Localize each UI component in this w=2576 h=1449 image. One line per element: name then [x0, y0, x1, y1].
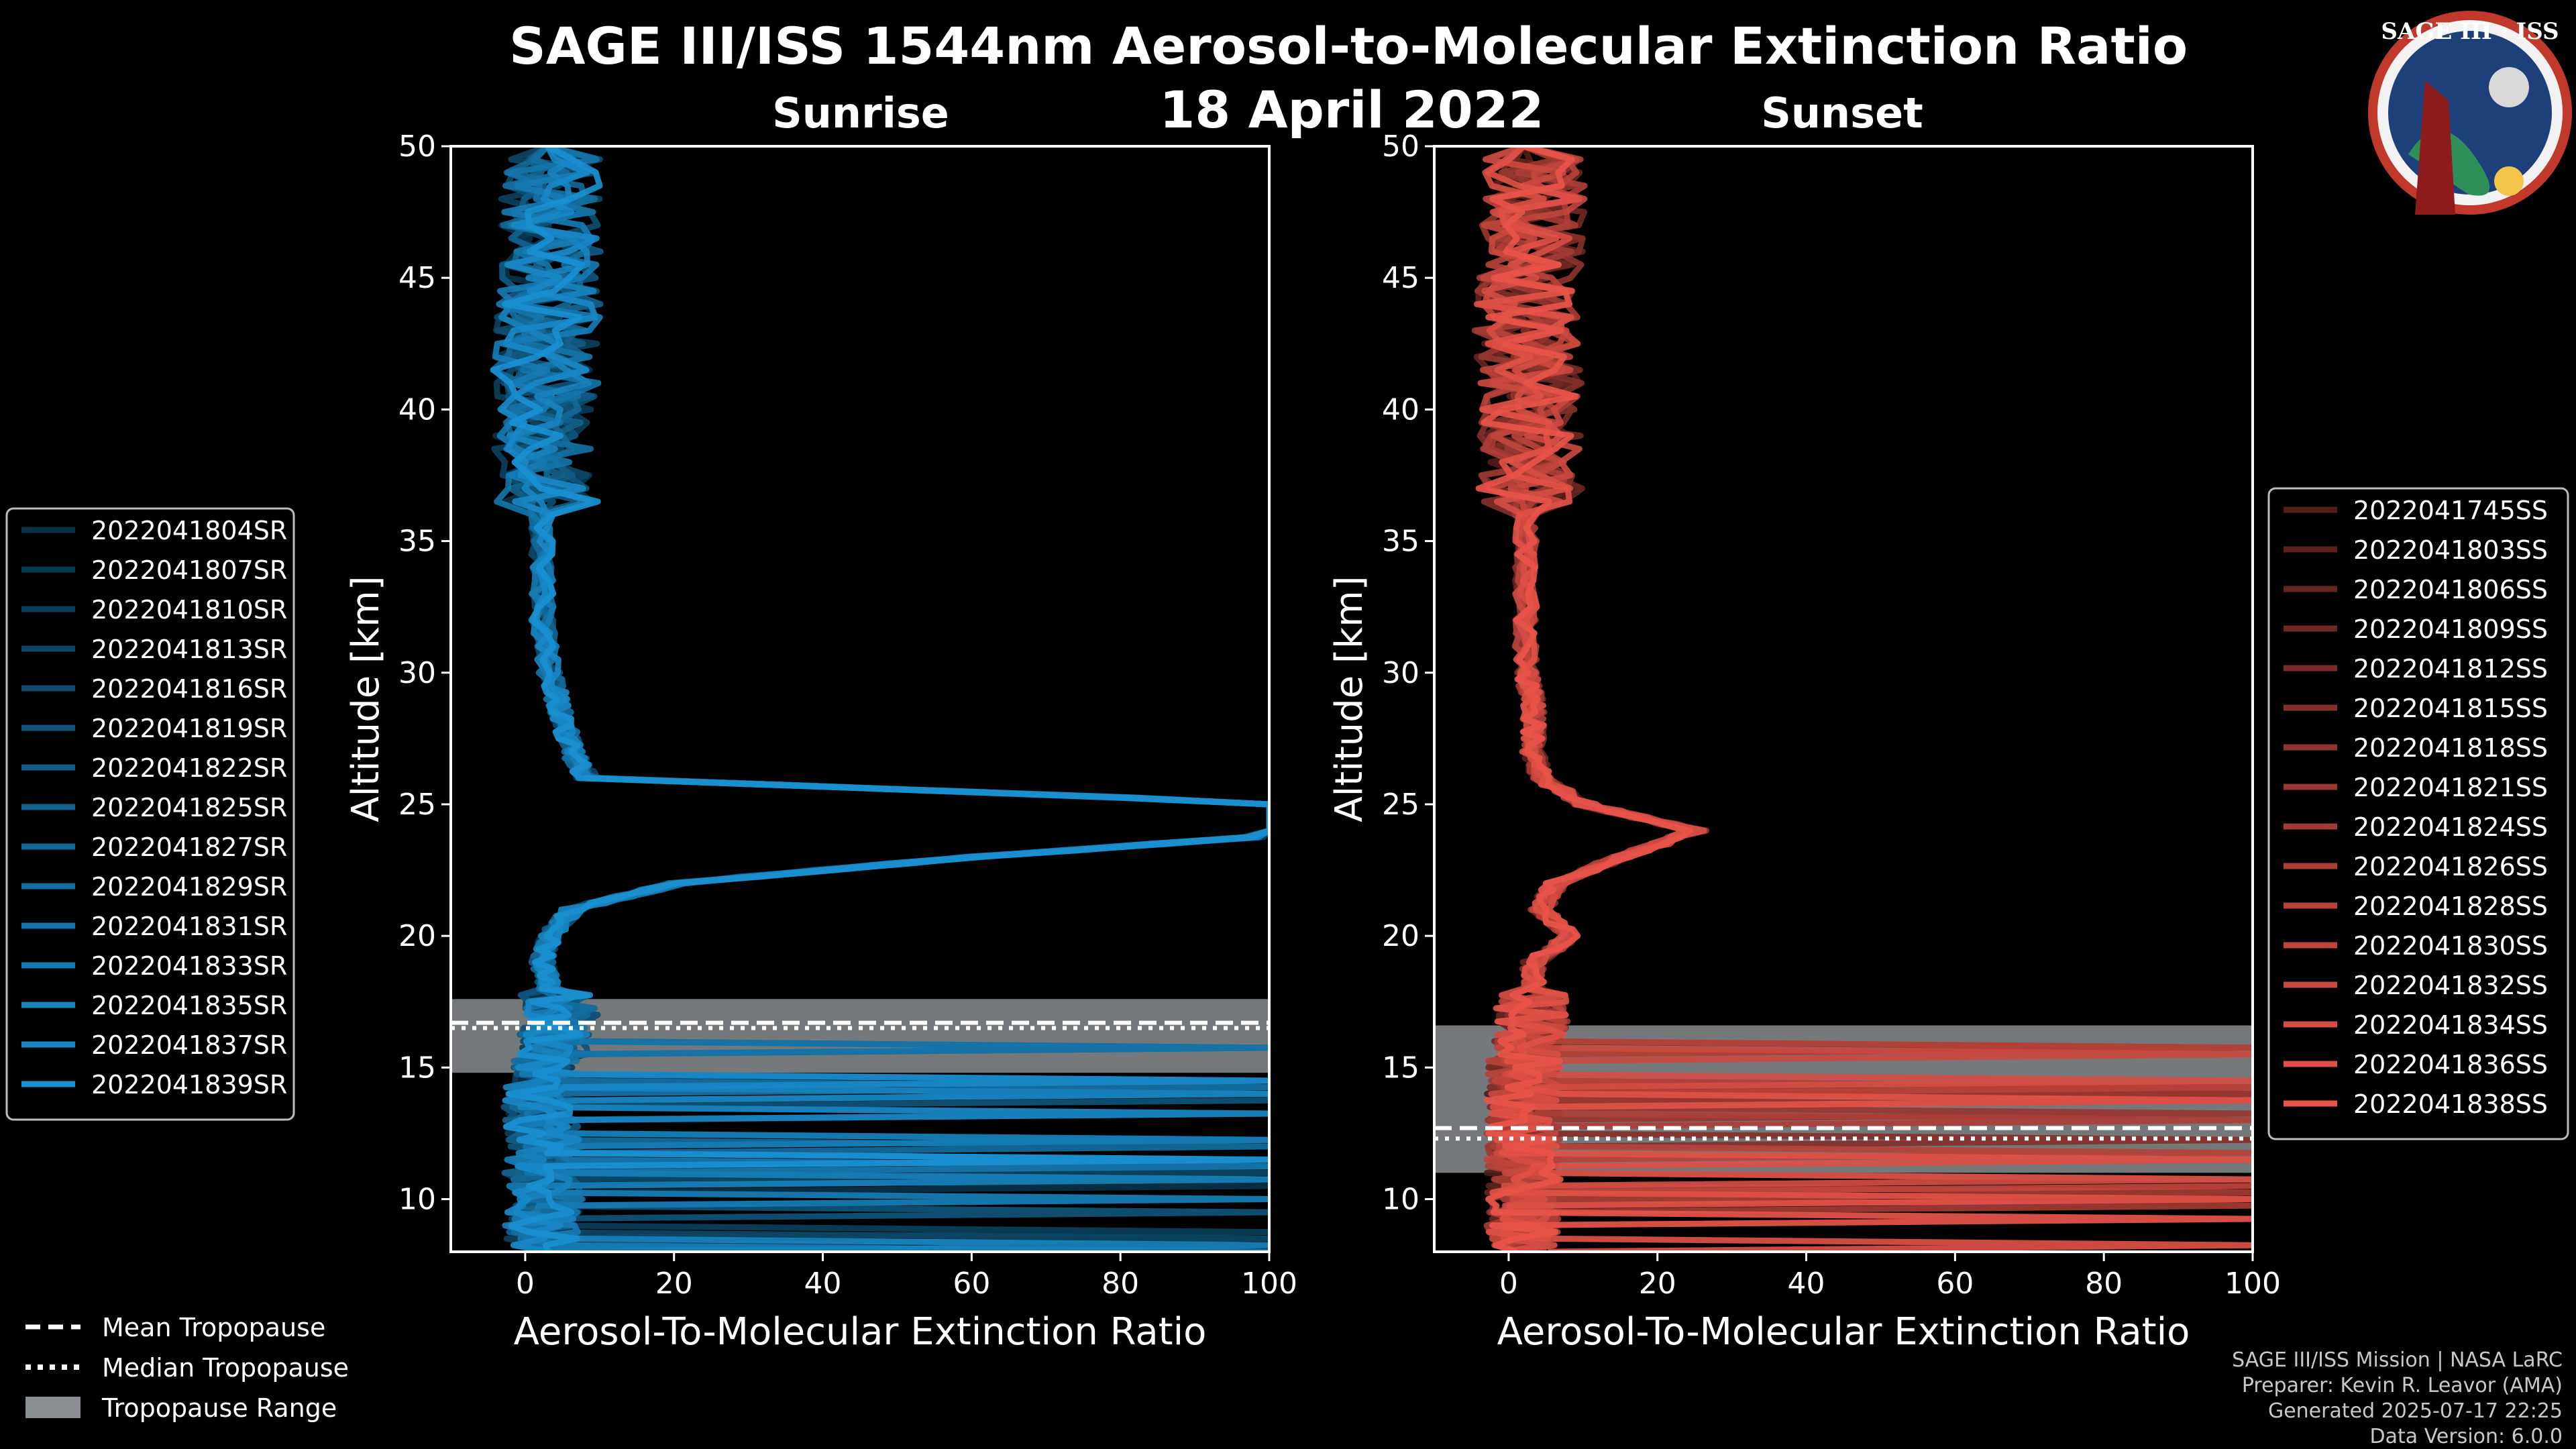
legend-entry: 2022041812SS	[2353, 654, 2548, 684]
legend-entry: 2022041837SR	[91, 1030, 287, 1060]
legend-entry: 2022041807SR	[91, 555, 287, 585]
legend-entry: 2022041834SS	[2353, 1010, 2548, 1040]
credit-line-4: Data Version: 6.0.0	[2370, 1425, 2563, 1448]
legend-entry: 2022041818SS	[2353, 733, 2548, 763]
x-tick-label: 0	[1499, 1267, 1518, 1301]
tropopause-range-swatch	[25, 1397, 80, 1418]
x-tick-label: 20	[1639, 1267, 1676, 1301]
x-tick-label: 80	[2085, 1267, 2123, 1301]
x-tick-label: 100	[2224, 1267, 2281, 1301]
sunset-panel: 0 20 40 60 80 100 10 15 20 25 30 35 40 45 50 Aerosol-To…	[1328, 129, 2281, 1354]
legend-entry: 2022041819SR	[91, 714, 287, 743]
y-tick-label: 40	[398, 392, 436, 427]
logo-figure	[2415, 80, 2455, 215]
page-title: SAGE III/ISS 1544nm Aerosol-to-Molecular…	[509, 16, 2188, 76]
x-tick-label: 60	[953, 1267, 990, 1301]
legend-entry: 2022041832SS	[2353, 971, 2548, 1000]
legend-entry: 2022041815SS	[2353, 694, 2548, 723]
logo-sun	[2494, 166, 2524, 196]
y-tick-label: 35	[398, 525, 436, 559]
sunrise-legend: 2022041804SR 2022041807SR 2022041810SR 2022…	[5, 507, 295, 1121]
y-tick-label: 35	[1382, 525, 1419, 559]
y-tick-label: 25	[1382, 788, 1419, 822]
legend-entry: 2022041827SR	[91, 833, 287, 862]
plot-frame	[1433, 145, 2254, 1253]
y-tick-label: 30	[1382, 656, 1419, 690]
legend-entry: 2022041803SS	[2353, 535, 2548, 565]
legend-entry: 2022041839SR	[91, 1070, 287, 1099]
y-tick-label: 15	[1382, 1051, 1419, 1085]
series-group	[490, 146, 1269, 1252]
legend-entry: 2022041822SR	[91, 753, 287, 783]
y-tick-label: 15	[398, 1051, 436, 1085]
tropopause-range-label: Tropopause Range	[101, 1393, 337, 1423]
y-tick-label: 50	[398, 129, 436, 164]
series-line-2022041835SR	[498, 146, 1269, 1252]
legend-entry: 2022041838SS	[2353, 1089, 2548, 1119]
credit-line-1: SAGE III/ISS Mission | NASA LaRC	[2232, 1348, 2563, 1372]
legend-entry: 2022041804SR	[91, 516, 287, 545]
credit-line-3: Generated 2025-07-17 22:25	[2268, 1399, 2563, 1423]
x-tick-label: 40	[1788, 1267, 1825, 1301]
sage-iii-iss-logo: SAGE III · ISS	[2368, 11, 2572, 215]
y-tick-label: 45	[1382, 261, 1419, 295]
x-axis-label: Aerosol-To-Molecular Extinction Ratio	[514, 1310, 1207, 1354]
y-tick-label: 10	[398, 1183, 436, 1217]
x-tick-label: 0	[516, 1267, 535, 1301]
x-tick-label: 40	[804, 1267, 842, 1301]
legend-entry: 2022041813SR	[91, 635, 287, 664]
y-tick-label: 25	[398, 788, 436, 822]
legend-entry: 2022041836SS	[2353, 1050, 2548, 1079]
y-tick-label: 45	[398, 261, 436, 295]
sunset-title: Sunset	[1761, 89, 1923, 138]
credits: SAGE III/ISS Mission | NASA LaRC Prepare…	[2232, 1348, 2563, 1448]
legend-entry: 2022041810SR	[91, 595, 287, 625]
legend-entry: 2022041821SS	[2353, 773, 2548, 802]
legend-entry: 2022041816SR	[91, 674, 287, 704]
y-tick-label: 50	[1382, 129, 1419, 164]
x-axis-label: Aerosol-To-Molecular Extinction Ratio	[1497, 1310, 2190, 1354]
legend-frame	[2267, 487, 2569, 1140]
legend-entry: 2022041833SR	[91, 951, 287, 981]
plot-frame	[449, 145, 1271, 1253]
y-tick-label: 20	[1382, 919, 1419, 953]
credit-line-2: Preparer: Kevin R. Leavor (AMA)	[2242, 1374, 2563, 1397]
series-line-2022041838SS	[1475, 146, 2253, 1252]
legend-frame	[5, 507, 295, 1121]
series-group	[1471, 146, 2253, 1252]
logo-moon	[2489, 67, 2529, 107]
series-line-2022041839SR	[490, 146, 1269, 1252]
legend-entry: 2022041809SS	[2353, 614, 2548, 644]
x-tick-label: 60	[1936, 1267, 1974, 1301]
sunrise-title: Sunrise	[772, 89, 949, 138]
median-tropopause-label: Median Tropopause	[102, 1353, 349, 1383]
y-axis-label: Altitude [km]	[1328, 576, 1371, 822]
y-tick-label: 30	[398, 656, 436, 690]
x-tick-label: 20	[655, 1267, 693, 1301]
x-tick-label: 80	[1102, 1267, 1139, 1301]
y-axis-label: Altitude [km]	[344, 576, 388, 822]
y-tick-label: 20	[398, 919, 436, 953]
tropopause-legend: Mean Tropopause Median Tropopause Tropop…	[25, 1313, 349, 1423]
mean-tropopause-label: Mean Tropopause	[102, 1313, 325, 1342]
legend-entry: 2022041745SS	[2353, 496, 2548, 525]
legend-entry: 2022041828SS	[2353, 892, 2548, 921]
sunrise-panel: 0 20 40 60 80 100 10 15 20 25 30 35 40 45 50 Aerosol-To…	[344, 129, 1297, 1354]
legend-entry: 2022041829SR	[91, 872, 287, 902]
logo-title: SAGE III · ISS	[2381, 18, 2559, 45]
y-tick-label: 40	[1382, 392, 1419, 427]
legend-entry: 2022041826SS	[2353, 852, 2548, 881]
date-title: 18 April 2022	[1159, 80, 1544, 140]
legend-entry: 2022041824SS	[2353, 812, 2548, 842]
legend-entry: 2022041825SR	[91, 793, 287, 822]
legend-entry: 2022041806SS	[2353, 575, 2548, 604]
legend-entry: 2022041835SR	[91, 991, 287, 1020]
legend-entry: 2022041830SS	[2353, 931, 2548, 961]
legend-entry: 2022041831SR	[91, 912, 287, 941]
y-tick-label: 10	[1382, 1183, 1419, 1217]
sunset-legend: 2022041745SS 2022041803SS 2022041806SS 2022…	[2267, 487, 2569, 1140]
x-tick-label: 100	[1241, 1267, 1297, 1301]
